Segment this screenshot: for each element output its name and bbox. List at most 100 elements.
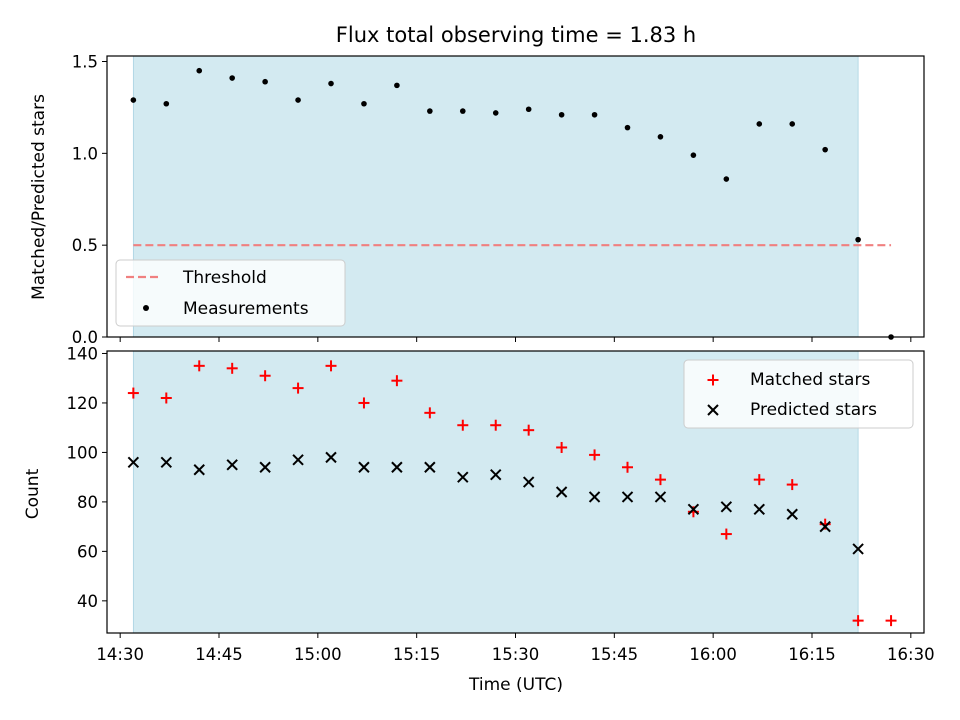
measurement-point [756,121,763,127]
measurement-point [262,78,268,85]
matched-point [358,397,370,409]
matched-point [556,441,568,453]
xtick-label: 16:15 [788,645,836,664]
measurement-point [624,124,631,131]
xtick-label: 14:30 [96,645,144,664]
predicted-point-b [193,464,205,476]
measurement-point [328,80,334,87]
matched-point [391,375,403,387]
measurement-point [130,97,137,103]
predicted-point [259,461,271,473]
predicted-point-b [555,486,568,498]
matched-point [490,419,502,431]
top-y-axis: 0.0 0.5 1.0 1.5 [72,53,107,347]
predicted-point-b [490,468,502,481]
predicted-point [687,503,700,516]
matched-point [160,392,172,404]
measurement-point [822,146,828,153]
x-axis-label: Time (UTC) [468,675,563,695]
matched-point [424,407,436,419]
predicted-point [391,461,403,473]
bottom-ytick-label: 80 [77,493,98,512]
matched-point [259,370,271,382]
predicted-point-b [522,476,535,488]
measurement-point [361,100,367,107]
measurement-point [723,176,730,182]
top-legend-box [115,259,346,327]
measurement-point [459,108,466,114]
predicted-point-b [127,456,140,469]
predicted-point-b [720,501,733,513]
measurement-point [789,121,796,127]
measurement-point [394,82,400,89]
predicted-point-b [424,461,436,473]
predicted-point-b [226,459,238,471]
legend-threshold-label: Threshold [182,268,267,288]
predicted-point [588,491,601,503]
measurement-point [558,111,565,118]
matched-point [654,474,666,486]
measurement-point [163,100,170,107]
matched-point [589,449,601,461]
predicted-point-b [259,461,271,473]
bottom-x-axis: 14:30 14:45 15:00 15:15 15:30 15:45 16:00 16:15… [96,633,935,664]
legend-matched-marker [707,374,719,386]
predicted-point-b [786,508,798,520]
predicted-point-b [687,503,700,516]
bottom-ytick-label: 100 [67,443,99,462]
predicted-point-b [457,471,469,483]
measurement-point [295,97,301,103]
matched-point [193,360,205,372]
predicted-point [325,451,337,464]
matched-point [786,479,798,491]
bottom-legend: Matched stars Predicted stars [683,359,914,429]
legend-measurements-swatch [143,305,149,311]
predicted-point-b [621,491,634,503]
predicted-point-b [160,456,173,469]
predicted-point [424,461,436,473]
predicted-point-b [819,520,831,533]
xtick-label: 15:45 [591,645,639,664]
xtick-label: 15:15 [393,645,441,664]
measurement-point [591,111,598,118]
bottom-ytick-label: 60 [77,542,98,561]
top-ytick-label: 0.0 [72,328,98,347]
top-ytick-label: 1.0 [72,144,98,163]
measurement-point [492,110,499,116]
xtick-label: 15:00 [294,645,342,664]
predicted-point [358,461,370,473]
predicted-point [786,508,798,520]
xtick-label: 15:30 [492,645,540,664]
predicted-point [555,486,568,498]
predicted-point-b [325,451,337,464]
predicted-point-b [753,503,765,516]
predicted-point-b [588,491,601,503]
legend-matched-swatch [707,374,719,386]
legend-predicted-marker [707,404,719,416]
chart-title: Flux total observing time = 1.83 h [336,23,696,47]
matched-point [226,362,238,374]
top-ytick-label: 0.5 [72,236,98,255]
measurement-point [855,236,861,243]
legend-predicted-swatch [707,404,719,416]
bottom-legend-box [683,359,914,429]
xtick-label: 16:00 [689,645,737,664]
matched-stars-series [127,360,897,627]
top-x-ticks [119,337,912,342]
predicted-point [226,459,238,471]
matched-point [523,424,535,436]
measurement-point [427,108,433,114]
predicted-point [753,503,765,516]
predicted-point [193,464,205,476]
legend-predicted-marker-b [707,404,719,416]
predicted-point-b [852,543,864,555]
measurement-point [196,67,203,74]
predicted-point [654,491,667,503]
predicted-point-b [358,461,370,473]
measurement-point [229,75,235,81]
matched-point [292,382,304,394]
predicted-point [852,543,864,555]
legend-measurements-label: Measurements [183,299,309,319]
bottom-panel: 40 60 80 100 120 140 14:30 14:45 15:00 15:15 15:3… [23,344,935,695]
